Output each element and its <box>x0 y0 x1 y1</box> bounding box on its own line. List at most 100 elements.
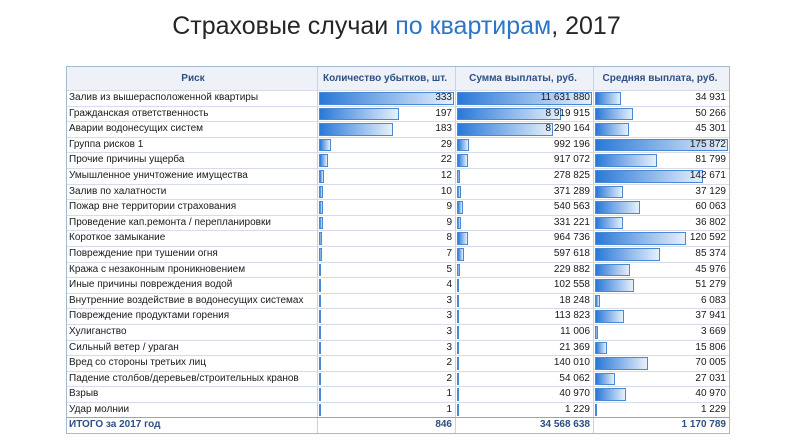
data-bar <box>457 169 461 183</box>
data-bar <box>319 279 321 292</box>
data-bar <box>595 216 623 230</box>
value-cell: 7 <box>317 246 455 262</box>
cell-value: 40 970 <box>695 388 726 400</box>
data-bar <box>457 92 592 105</box>
cell-value: 8 290 164 <box>545 123 591 135</box>
data-bar <box>319 232 323 245</box>
table: Риск Количество убытков, шт. Сумма выпла… <box>66 66 730 435</box>
value-cell: 540 563 <box>455 200 593 215</box>
data-bar <box>319 388 321 401</box>
value-cell: 2 <box>317 356 455 371</box>
table-row: Короткое замыкание 8 964 736 120 592 <box>67 230 729 246</box>
table-row: Падение столбов/деревьев/строительных кр… <box>67 370 729 387</box>
value-cell: 331 221 <box>455 215 593 231</box>
cell-value: 8 919 915 <box>545 107 591 119</box>
table-row: Взрыв 1 40 970 40 970 <box>67 386 729 402</box>
value-cell: 3 669 <box>593 324 729 340</box>
data-bar <box>319 201 323 214</box>
title-part: по квартирам <box>395 12 552 40</box>
cell-value: 140 010 <box>553 357 590 369</box>
value-cell: 278 825 <box>455 168 593 184</box>
data-bar <box>595 310 624 323</box>
value-cell: 1 <box>317 387 455 402</box>
cell-value: 12 <box>440 169 452 181</box>
cell-value: 70 005 <box>695 357 726 369</box>
table-row: Иные причины повреждения водой 4 102 558 51… <box>67 277 729 293</box>
cell-value: 51 279 <box>695 279 726 291</box>
value-cell: 175 872 <box>593 137 729 153</box>
cell-value: 113 823 <box>554 310 590 322</box>
value-cell: 70 005 <box>593 356 729 371</box>
risk-cell: Кража с незаконным проникновением <box>69 263 246 275</box>
cell-value: 34 931 <box>695 92 726 103</box>
value-cell: 3 <box>317 293 455 309</box>
cell-value: 142 671 <box>689 169 726 181</box>
cell-value: 34 568 638 <box>539 419 590 431</box>
data-bar <box>319 263 322 277</box>
cell-value: 18 248 <box>559 294 590 306</box>
cell-value: 81 799 <box>695 154 726 166</box>
data-bar <box>457 294 459 308</box>
data-bar <box>595 294 600 308</box>
value-cell: 50 266 <box>593 106 729 122</box>
cell-value: 6 083 <box>700 294 726 306</box>
data-bar <box>595 232 687 245</box>
value-cell: 1 <box>317 402 455 418</box>
cell-value: 183 <box>435 123 452 135</box>
cell-value: 36 802 <box>695 216 726 228</box>
value-cell: 21 369 <box>455 340 593 356</box>
cell-value: 11 006 <box>560 325 590 337</box>
risk-cell: Залив из вышерасположенной квартиры <box>69 92 259 103</box>
cell-value: 4 <box>446 279 452 291</box>
cell-value: 1 <box>446 403 452 415</box>
data-bar <box>319 247 322 261</box>
cell-value: 1 <box>446 388 452 400</box>
data-bar <box>595 263 630 277</box>
data-bar <box>595 138 728 152</box>
cell-value: 197 <box>435 107 452 119</box>
value-cell: 11 631 880 <box>455 91 593 106</box>
cell-value: 15 806 <box>695 341 726 353</box>
data-bar <box>457 325 459 339</box>
value-cell: 8 <box>317 231 455 246</box>
cell-value: 120 592 <box>689 232 726 244</box>
value-cell: 29 <box>317 137 455 153</box>
value-cell: 964 736 <box>455 231 593 246</box>
value-cell: 12 <box>317 168 455 184</box>
table-row: Умышленное уничтожение имущества 12 278 82… <box>67 167 729 184</box>
risk-cell: Повреждение при тушении огня <box>69 247 218 259</box>
data-bar <box>595 201 641 214</box>
value-cell: 40 970 <box>593 387 729 402</box>
cell-value: 50 266 <box>695 107 726 119</box>
risk-cell: Иные причины повреждения водой <box>69 279 233 291</box>
value-cell: 3 <box>317 309 455 324</box>
value-cell: 846 <box>317 418 455 434</box>
cell-value: 331 221 <box>553 216 590 228</box>
value-cell: 34 931 <box>593 91 729 106</box>
data-bar <box>595 154 657 167</box>
table-row: Пожар вне территории страхования 9 540 563… <box>67 199 729 215</box>
risk-cell: Хулиганство <box>69 325 127 337</box>
risk-cell: Падение столбов/деревьев/строительных кр… <box>69 372 299 384</box>
data-bar <box>457 263 460 277</box>
risk-cell: Удар молнии <box>69 403 130 415</box>
value-cell: 51 279 <box>593 278 729 293</box>
data-bar <box>595 279 634 292</box>
cell-value: 45 976 <box>695 263 726 275</box>
table-row: Сильный ветер / ураган 3 21 369 15 806 <box>67 339 729 356</box>
value-cell: 5 <box>317 262 455 278</box>
title-part: Страховые случаи <box>172 12 396 40</box>
value-cell: 10 <box>317 184 455 200</box>
risk-cell: Прочие причины ущерба <box>69 154 185 166</box>
data-bar <box>595 388 626 401</box>
data-bar <box>319 185 324 199</box>
cell-value: 45 301 <box>695 123 726 135</box>
risk-cell: Внутренние воздействие в водонесущих сис… <box>69 294 304 306</box>
risk-cell: Пожар вне территории страхования <box>69 201 237 213</box>
cell-value: 229 882 <box>553 263 590 275</box>
value-cell: 597 618 <box>455 246 593 262</box>
cell-value: 8 <box>446 232 452 244</box>
value-cell: 197 <box>317 106 455 122</box>
cell-value: 2 <box>446 372 452 384</box>
